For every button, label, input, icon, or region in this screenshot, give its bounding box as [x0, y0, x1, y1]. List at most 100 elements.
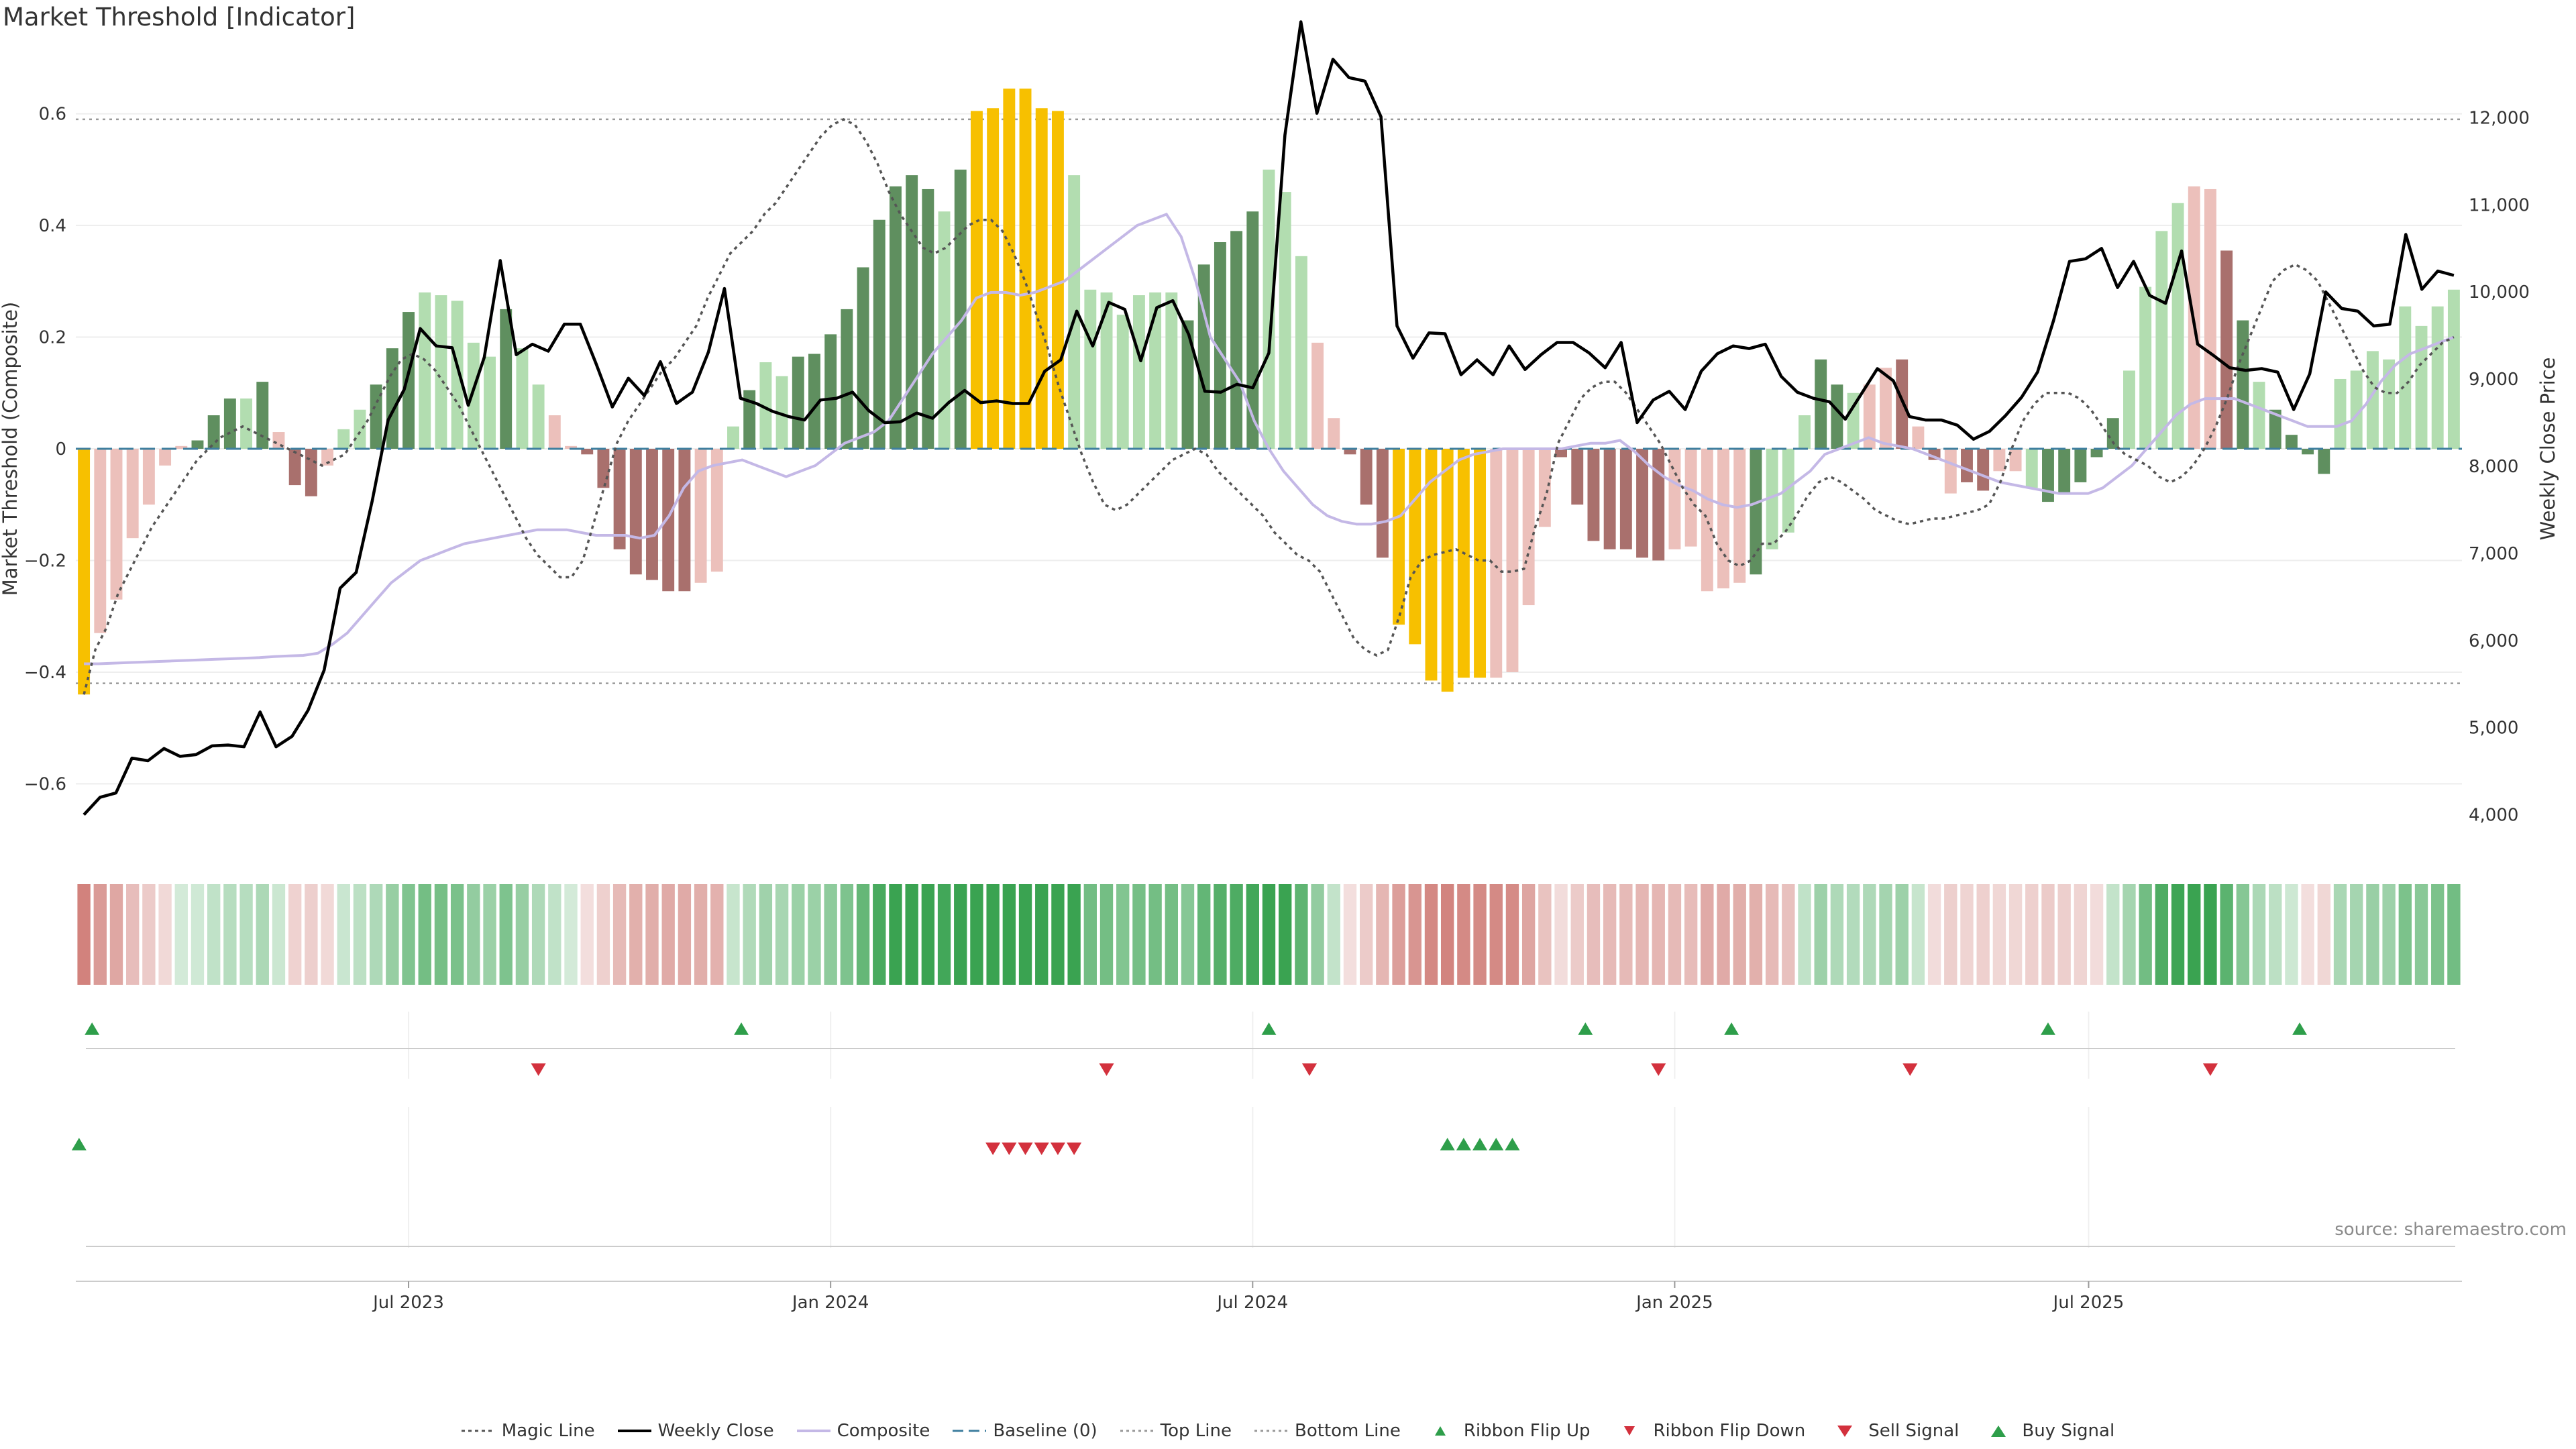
- composite-bar: [354, 409, 366, 449]
- composite-bar: [1279, 192, 1291, 449]
- ribbon-cell: [1976, 884, 1990, 985]
- ribbon-flip-up-marker: [1578, 1022, 1593, 1035]
- legend-label: Sell Signal: [1868, 1421, 1960, 1441]
- composite-bar: [2074, 449, 2087, 482]
- ribbon-cell: [2220, 884, 2233, 985]
- ribbon-cell: [239, 884, 253, 985]
- composite-bar: [759, 362, 772, 449]
- ribbon-cell: [1457, 884, 1470, 985]
- ribbon-cell: [1214, 884, 1227, 985]
- ribbon-cell: [1440, 884, 1454, 985]
- buy-signal-marker: [1505, 1138, 1520, 1150]
- ribbon-cell: [2431, 884, 2445, 985]
- ribbon-flip-down-marker: [531, 1063, 546, 1076]
- sell-signal-marker: [1002, 1142, 1017, 1155]
- ribbon-cell: [548, 884, 561, 985]
- ribbon-cell: [1895, 884, 1909, 985]
- composite-bar: [1003, 89, 1016, 449]
- composite-bar: [629, 449, 642, 575]
- composite-bar: [2366, 351, 2379, 449]
- ribbon-cell: [1327, 884, 1340, 985]
- composite-bar: [2220, 250, 2233, 449]
- right-tick-label: 8,000: [2469, 457, 2518, 477]
- left-tick-label: 0.4: [39, 216, 66, 236]
- ribbon-cell: [1392, 884, 1405, 985]
- ribbon-cell: [77, 884, 91, 985]
- ribbon-cell: [2382, 884, 2396, 985]
- ribbon-cell: [580, 884, 594, 985]
- right-tick-label: 6,000: [2469, 631, 2518, 651]
- composite-bar: [987, 108, 1000, 449]
- composite-bar: [94, 449, 107, 633]
- legend-label: Top Line: [1160, 1421, 1232, 1441]
- legend-label: Ribbon Flip Down: [1653, 1421, 1806, 1441]
- composite-bars-layer: [78, 89, 2460, 695]
- composite-bar: [1360, 449, 1373, 505]
- composite-bar: [1068, 175, 1081, 449]
- composite-bar: [1782, 449, 1794, 533]
- x-tick-label: Jul 2025: [2052, 1293, 2125, 1313]
- lines-layer: [76, 20, 2462, 816]
- composite-bar: [1733, 449, 1746, 583]
- composite-bar: [1409, 449, 1421, 645]
- ribbon-cell: [856, 884, 870, 985]
- composite-bar: [1993, 449, 2006, 472]
- ribbon-cell: [710, 884, 724, 985]
- ribbon-cell: [1489, 884, 1503, 985]
- legend-swatch: [461, 1430, 495, 1432]
- ribbon-cell: [2236, 884, 2250, 985]
- ribbon-cell: [2074, 884, 2088, 985]
- ribbon-cell: [1814, 884, 1827, 985]
- composite-bar: [1587, 449, 1600, 541]
- ribbon-cell: [1473, 884, 1487, 985]
- ribbon-cell: [2447, 884, 2461, 985]
- ribbon-cell: [272, 884, 286, 985]
- ribbon-cell: [1798, 884, 1811, 985]
- signal-panel: [71, 1107, 2455, 1248]
- left-tick-label: −0.2: [24, 551, 66, 571]
- composite-bar: [1295, 256, 1307, 449]
- composite-bar: [792, 356, 804, 449]
- right-tick-label: 12,000: [2469, 108, 2530, 128]
- composite-bar: [2058, 449, 2071, 494]
- composite-bar: [2285, 435, 2298, 449]
- ribbon-cell: [2204, 884, 2217, 985]
- ribbon-cell: [386, 884, 399, 985]
- ribbon-cell: [661, 884, 675, 985]
- left-tick-label: −0.6: [24, 774, 66, 794]
- composite-bar: [1912, 426, 1925, 449]
- composite-bar: [775, 376, 788, 449]
- ribbon-cell: [1603, 884, 1617, 985]
- composite-bar: [2123, 370, 2135, 449]
- composite-bar: [191, 440, 204, 449]
- composite-bar: [1132, 295, 1145, 449]
- composite-bar: [1230, 231, 1243, 449]
- left-tick-label: 0.2: [39, 328, 66, 348]
- composite-bar: [2155, 231, 2168, 449]
- x-axis: Jul 2023 Jan 2024 Jul 2024 Jan 2025 Jul 2025: [76, 1281, 2462, 1313]
- ribbon-cell: [2041, 884, 2055, 985]
- composite-bar: [484, 356, 496, 449]
- legend-label: Composite: [837, 1421, 930, 1441]
- ribbon-cell: [1782, 884, 1795, 985]
- composite-bar: [906, 175, 918, 449]
- ribbon-flip-up-marker: [734, 1022, 749, 1035]
- ribbon-cell: [1652, 884, 1665, 985]
- composite-bar: [1522, 449, 1535, 606]
- legend-label: Buy Signal: [2022, 1421, 2115, 1441]
- x-tick-label: Jan 2025: [1635, 1293, 1713, 1313]
- composite-bar: [532, 384, 545, 449]
- ribbon-cell: [305, 884, 318, 985]
- composite-bar: [1831, 384, 1843, 449]
- ribbon-cell: [1230, 884, 1243, 985]
- composite-bar: [1766, 449, 1778, 549]
- ribbon-cell: [1635, 884, 1649, 985]
- ribbon-cell: [2123, 884, 2136, 985]
- ribbon-cell: [353, 884, 367, 985]
- composite-bar: [402, 312, 415, 449]
- ribbon-cell: [1018, 884, 1032, 985]
- composite-bar: [581, 449, 594, 455]
- ribbon-cell: [483, 884, 496, 985]
- ribbon-cell: [1051, 884, 1065, 985]
- composite-bar: [126, 449, 139, 539]
